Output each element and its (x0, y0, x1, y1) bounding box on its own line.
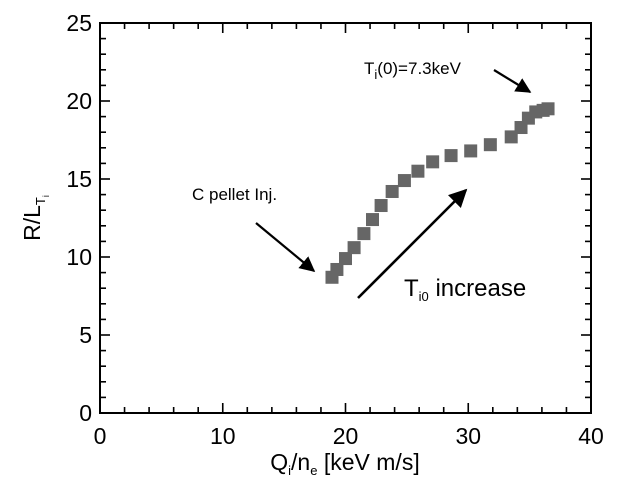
x-tick-label: 0 (94, 423, 107, 449)
x-axis-ticks (99, 23, 592, 413)
x-tick-label: 10 (210, 423, 236, 449)
arrow-ti0 (493, 69, 532, 93)
plot-frame (99, 22, 592, 414)
data-point (385, 184, 399, 198)
data-point (444, 149, 458, 163)
data-point (504, 130, 518, 144)
data-point (357, 227, 371, 241)
y-axis-label: R/LTi (19, 195, 51, 241)
x-axis-label: Qi/ne [keV m/s] (270, 449, 419, 478)
y-tick-label: 0 (79, 400, 92, 426)
arrow-pellet (255, 222, 316, 272)
data-point (411, 164, 425, 178)
x-tick-label: 40 (578, 423, 604, 449)
data-point (397, 174, 411, 188)
y-axis-tick-labels: 0 5 10 15 20 25 (66, 10, 92, 426)
x-tick-label: 20 (333, 423, 359, 449)
y-tick-label: 5 (79, 322, 92, 348)
data-point (426, 155, 440, 169)
data-point (483, 138, 497, 152)
x-axis-tick-labels: 0 10 20 30 40 (94, 423, 604, 449)
x-tick-label: 30 (455, 423, 481, 449)
y-tick-label: 25 (66, 10, 92, 36)
arrow-increase (357, 188, 468, 299)
annotation-increase: Ti0 increase (404, 275, 526, 304)
y-tick-label: 10 (66, 244, 92, 270)
data-point (347, 241, 361, 255)
y-axis-ticks (100, 22, 591, 414)
annotation-pellet: C pellet Inj. (192, 185, 277, 204)
data-markers (325, 102, 555, 284)
data-point (374, 199, 388, 213)
data-point (339, 252, 352, 266)
data-point (330, 262, 344, 276)
data-point (541, 102, 555, 116)
y-tick-label: 15 (66, 166, 92, 192)
data-point (464, 144, 478, 158)
data-point (366, 213, 380, 227)
y-tick-label: 20 (66, 88, 92, 114)
annotation-ti0: Ti(0)=7.3keV (364, 59, 462, 82)
